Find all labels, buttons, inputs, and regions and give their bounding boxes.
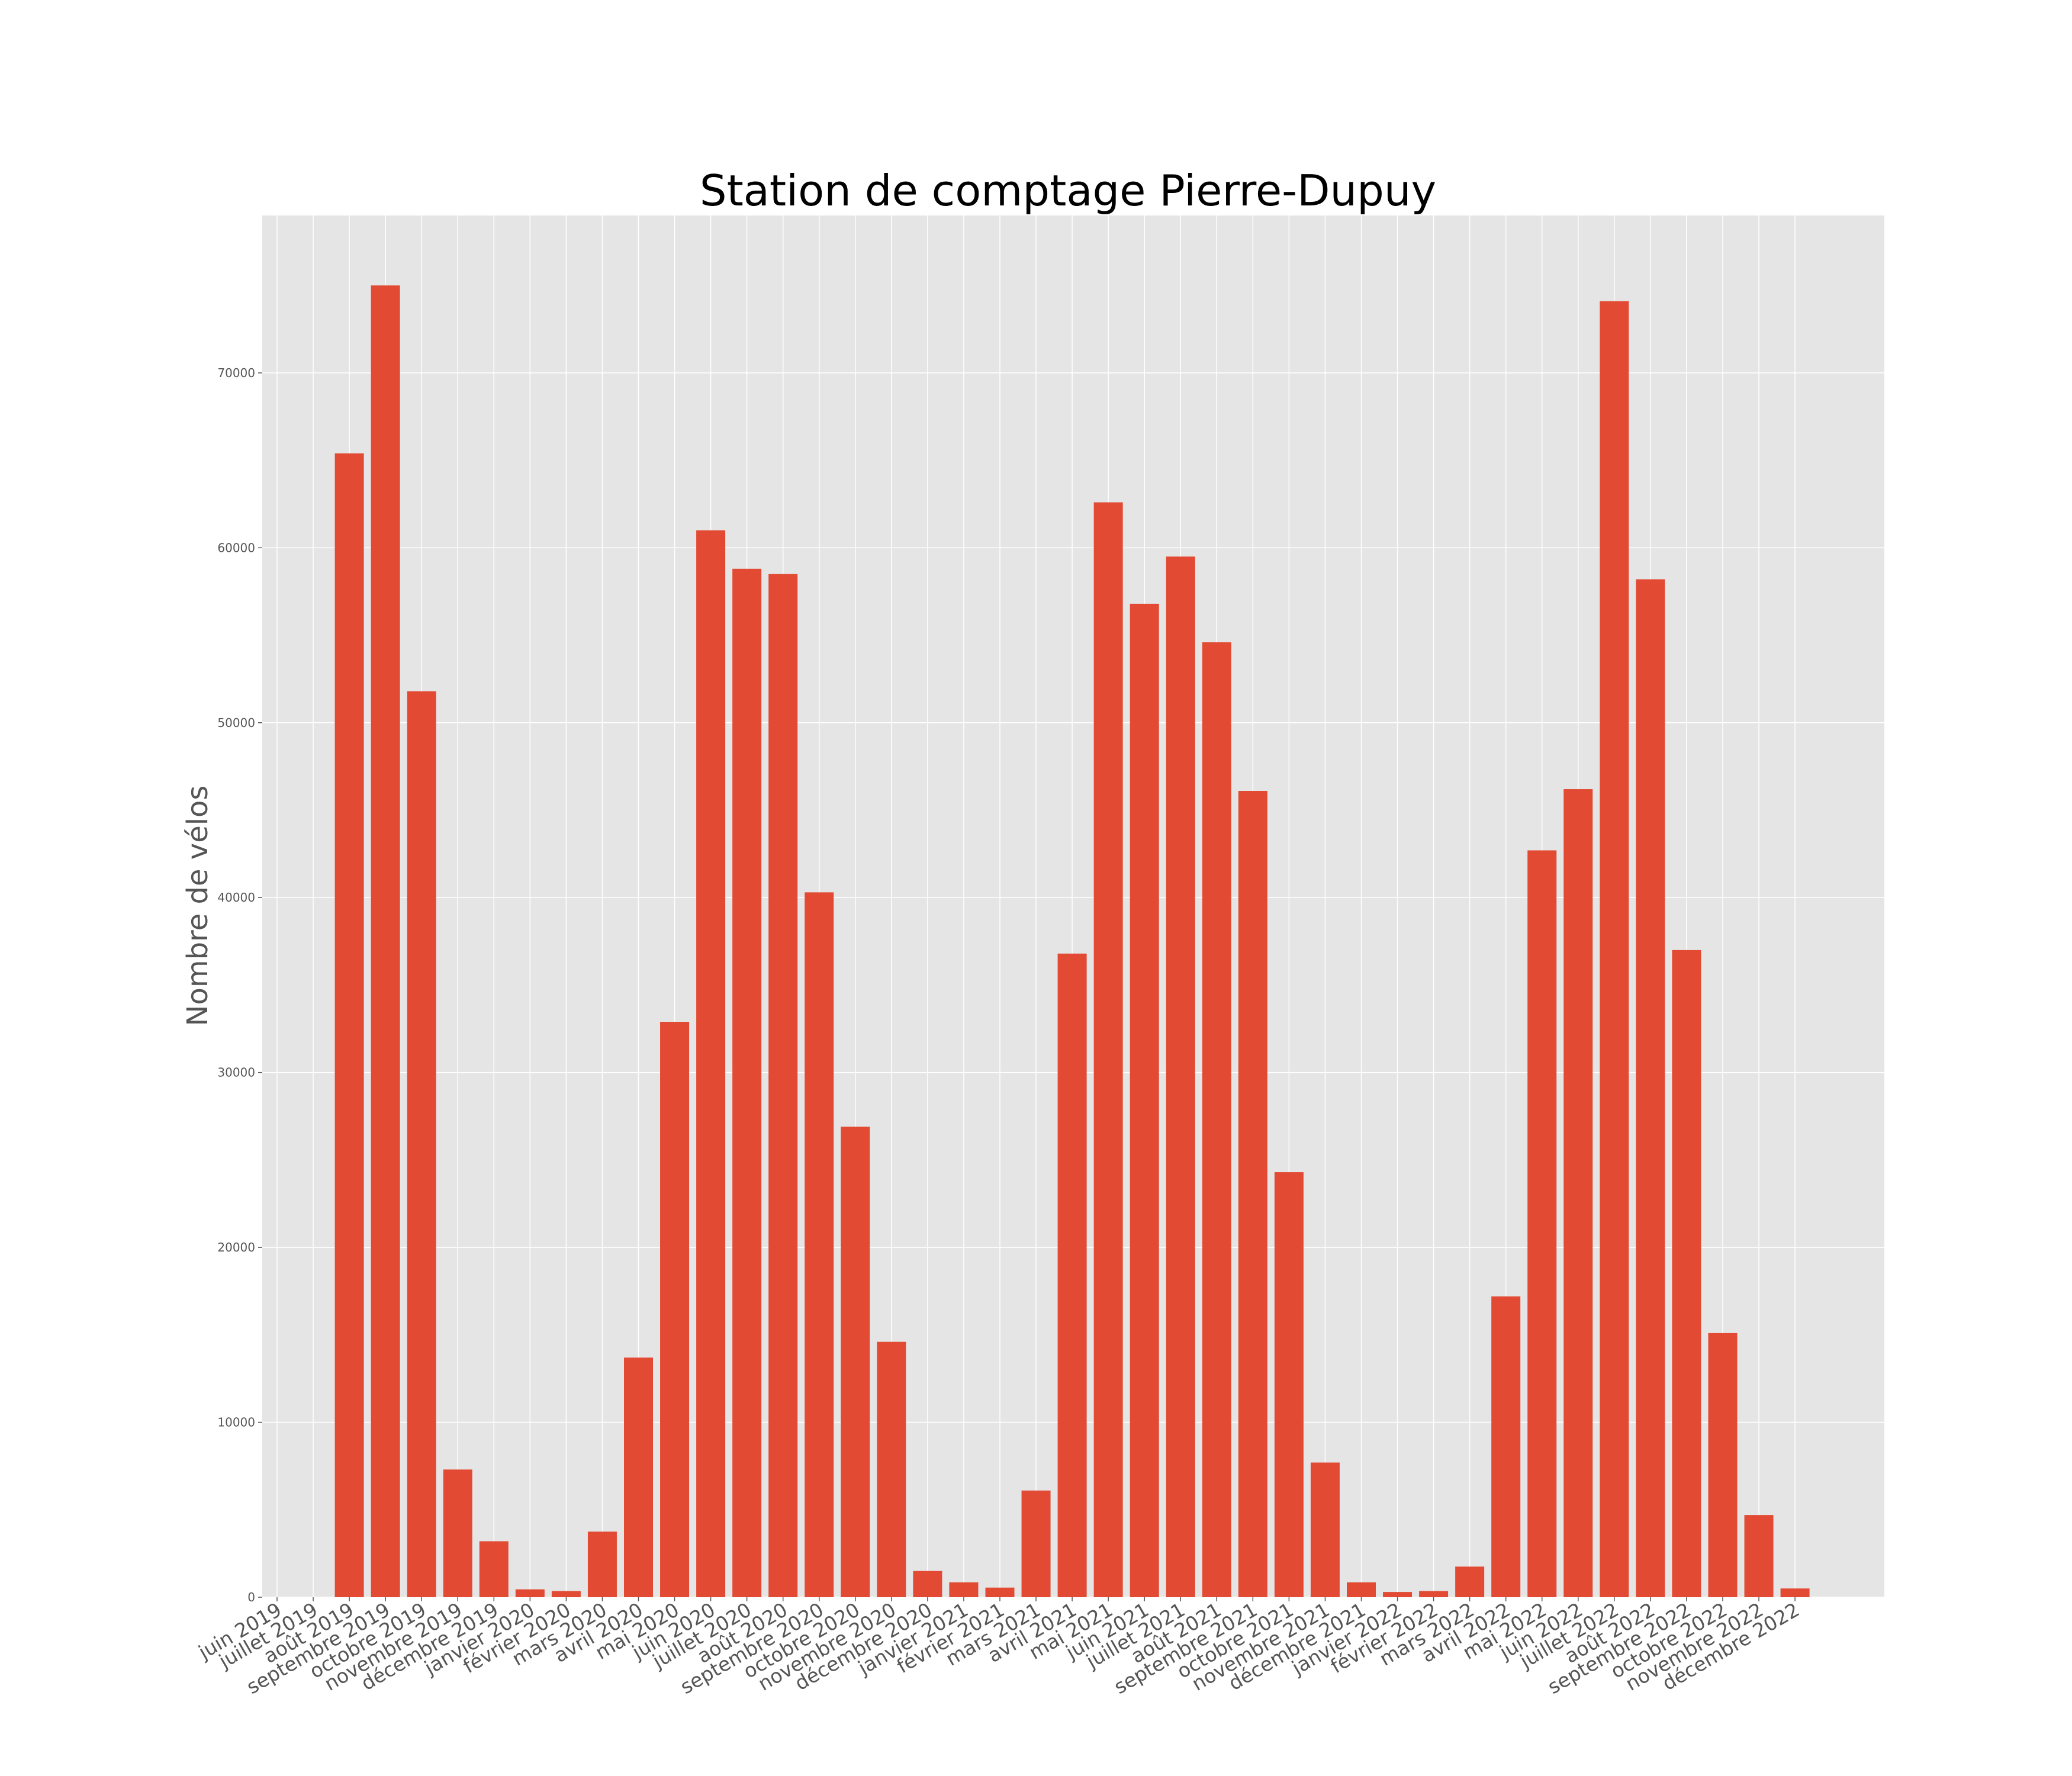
bar: [551, 1591, 581, 1597]
bar: [515, 1589, 545, 1597]
y-axis-ticks: 0 10000 20000 30000 40000 50000 60000 70000: [217, 366, 262, 1604]
bar: [1672, 950, 1701, 1597]
bar: [732, 568, 762, 1597]
bar: [1347, 1582, 1376, 1597]
bar: [1419, 1591, 1449, 1597]
bar: [1744, 1515, 1774, 1597]
bar: [443, 1469, 472, 1597]
bar: [479, 1541, 509, 1597]
bar: [407, 691, 436, 1597]
bar: [1310, 1462, 1340, 1597]
bar: [1202, 642, 1231, 1597]
bar: [1636, 579, 1665, 1598]
bar: [877, 1341, 906, 1597]
bar: [1563, 789, 1593, 1597]
bar: [334, 453, 364, 1598]
bar: [1130, 603, 1159, 1597]
bar: [1093, 502, 1123, 1597]
y-tick-label: 10000: [217, 1415, 255, 1430]
y-tick-label: 50000: [217, 716, 255, 730]
bar: [1238, 791, 1267, 1597]
bar: [1021, 1490, 1051, 1597]
y-axis-label: Nombre de vélos: [181, 786, 214, 1027]
bar: [1057, 953, 1087, 1597]
bar: [624, 1357, 653, 1597]
bar: [1455, 1566, 1485, 1597]
bar: [1780, 1588, 1810, 1597]
y-tick-label: 0: [247, 1590, 255, 1604]
bar: [949, 1582, 979, 1597]
bar: [841, 1127, 870, 1597]
bar: [1383, 1592, 1413, 1597]
bars: [334, 285, 1810, 1598]
bar: [587, 1532, 617, 1597]
bar: [660, 1021, 690, 1597]
y-tick-label: 30000: [217, 1066, 255, 1080]
y-tick-label: 70000: [217, 366, 255, 380]
bar: [1527, 850, 1557, 1597]
bar: [696, 530, 726, 1597]
bar: [768, 574, 798, 1597]
bar: [371, 285, 400, 1597]
bar: [1166, 556, 1195, 1597]
bar: [1708, 1333, 1738, 1597]
bar: [1491, 1296, 1521, 1597]
y-tick-label: 40000: [217, 890, 255, 905]
bar: [1274, 1172, 1304, 1597]
chart-title: Station de comptage Pierre-Dupuy: [700, 166, 1436, 215]
y-tick-label: 60000: [217, 540, 255, 555]
y-tick-label: 20000: [217, 1240, 255, 1254]
bar: [985, 1587, 1015, 1597]
bar: [1600, 301, 1629, 1597]
bar: [805, 892, 834, 1597]
bar: [913, 1571, 942, 1597]
